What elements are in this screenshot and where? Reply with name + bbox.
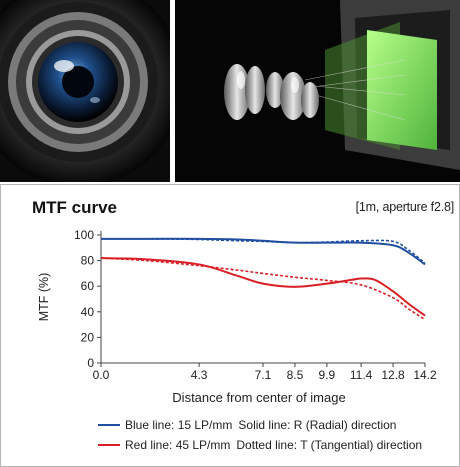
series-line-red-solid — [100, 257, 426, 317]
x-tick-label: 0.0 — [93, 368, 110, 382]
legend-solid-line: Solid line: R (Radial) direction — [238, 418, 397, 432]
chart-subtitle: [1m, aperture f2.8] — [355, 200, 455, 214]
chart-title: MTF curve — [32, 198, 118, 217]
lens-optics-photo — [175, 0, 460, 182]
x-tick-label: 9.9 — [319, 368, 336, 382]
mtf-chart-panel: MTF curve [1m, aperture f2.8] 0 20 40 60 80 1… — [0, 184, 460, 467]
y-tick-label: 80 — [81, 254, 95, 268]
x-tick-label: 8.5 — [287, 368, 304, 382]
x-tick-label: 11.4 — [350, 368, 373, 382]
x-tick-label: 7.1 — [255, 368, 272, 382]
y-tick-label: 20 — [81, 330, 95, 344]
legend-swatch-blue — [98, 423, 120, 426]
legend-dotted-line: Dotted line: T (Tangential) direction — [236, 438, 423, 452]
y-axis-label: MTF (%) — [37, 273, 51, 322]
series-line-blue-solid — [100, 237, 426, 266]
y-tick-label: 0 — [87, 356, 94, 370]
chart-axes — [100, 231, 425, 364]
x-tick-label: 14.2 — [413, 368, 437, 382]
x-axis-label: Distance from center of image — [172, 390, 345, 405]
camera-lens-photo — [0, 0, 170, 182]
legend-item-red: Red line: 45 LP/mm Dotted line: T (Tangen… — [98, 438, 422, 452]
legend-swatch-red — [98, 443, 120, 446]
y-tick-label: 100 — [74, 228, 94, 242]
x-tick-label: 4.3 — [191, 368, 208, 382]
x-tick-label: 12.8 — [381, 368, 405, 382]
y-tick-label: 60 — [81, 279, 95, 293]
legend-blue-lpmm: Blue line: 15 LP/mm — [125, 418, 233, 432]
legend-red-lpmm: Red line: 45 LP/mm — [125, 438, 231, 452]
series-line-red-dotted — [100, 257, 426, 321]
y-tick-label: 40 — [81, 305, 95, 319]
legend-item-blue: Blue line: 15 LP/mm Solid line: R (Radial… — [98, 418, 396, 432]
